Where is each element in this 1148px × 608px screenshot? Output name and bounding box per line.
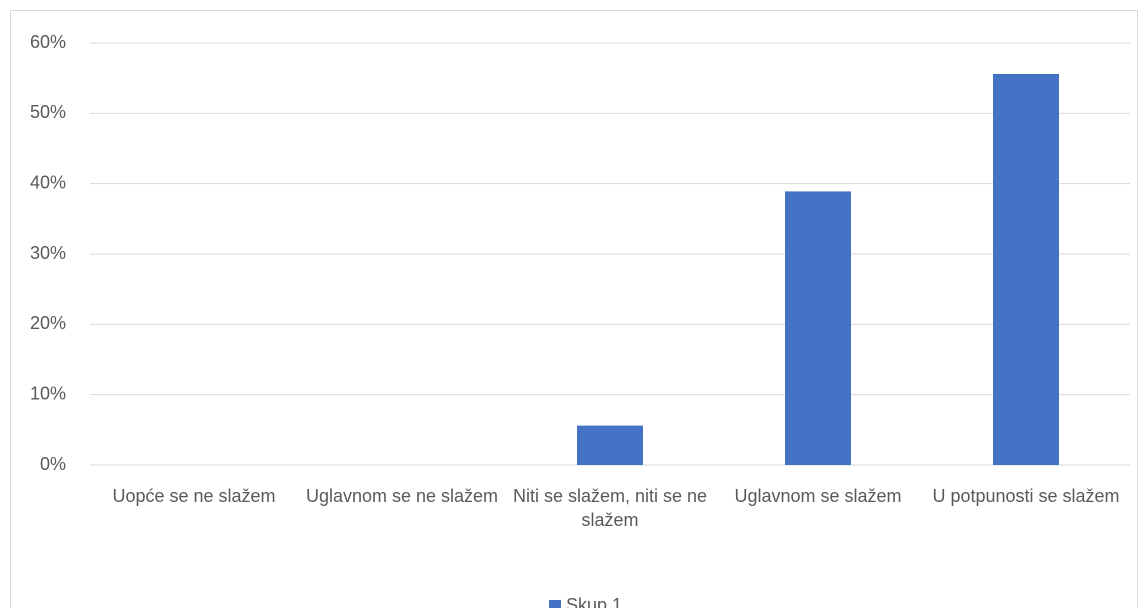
bar: [785, 191, 851, 466]
y-tick-label: 60%: [30, 32, 66, 52]
y-tick-label: 40%: [30, 172, 66, 192]
x-tick-label: Uopće se ne slažem: [112, 486, 276, 506]
x-tick-label: U potpunosti se slažem: [932, 486, 1120, 506]
x-tick-label: Niti se slažem, niti se ne slažem: [512, 486, 708, 530]
y-tick-label: 10%: [30, 383, 66, 403]
y-tick-label: 20%: [30, 313, 66, 333]
bar: [993, 73, 1059, 466]
y-tick-label: 30%: [30, 243, 66, 263]
y-tick-label: 50%: [30, 102, 66, 122]
legend-swatch: [549, 600, 561, 608]
y-tick-label: 0%: [40, 454, 66, 474]
chart-border: [10, 10, 1138, 608]
x-tick-label: Uglavnom se slažem: [734, 486, 902, 506]
x-tick-label: Uglavnom se ne slažem: [305, 486, 499, 506]
legend-label: Skup 1: [566, 595, 622, 608]
bar: [577, 425, 643, 465]
